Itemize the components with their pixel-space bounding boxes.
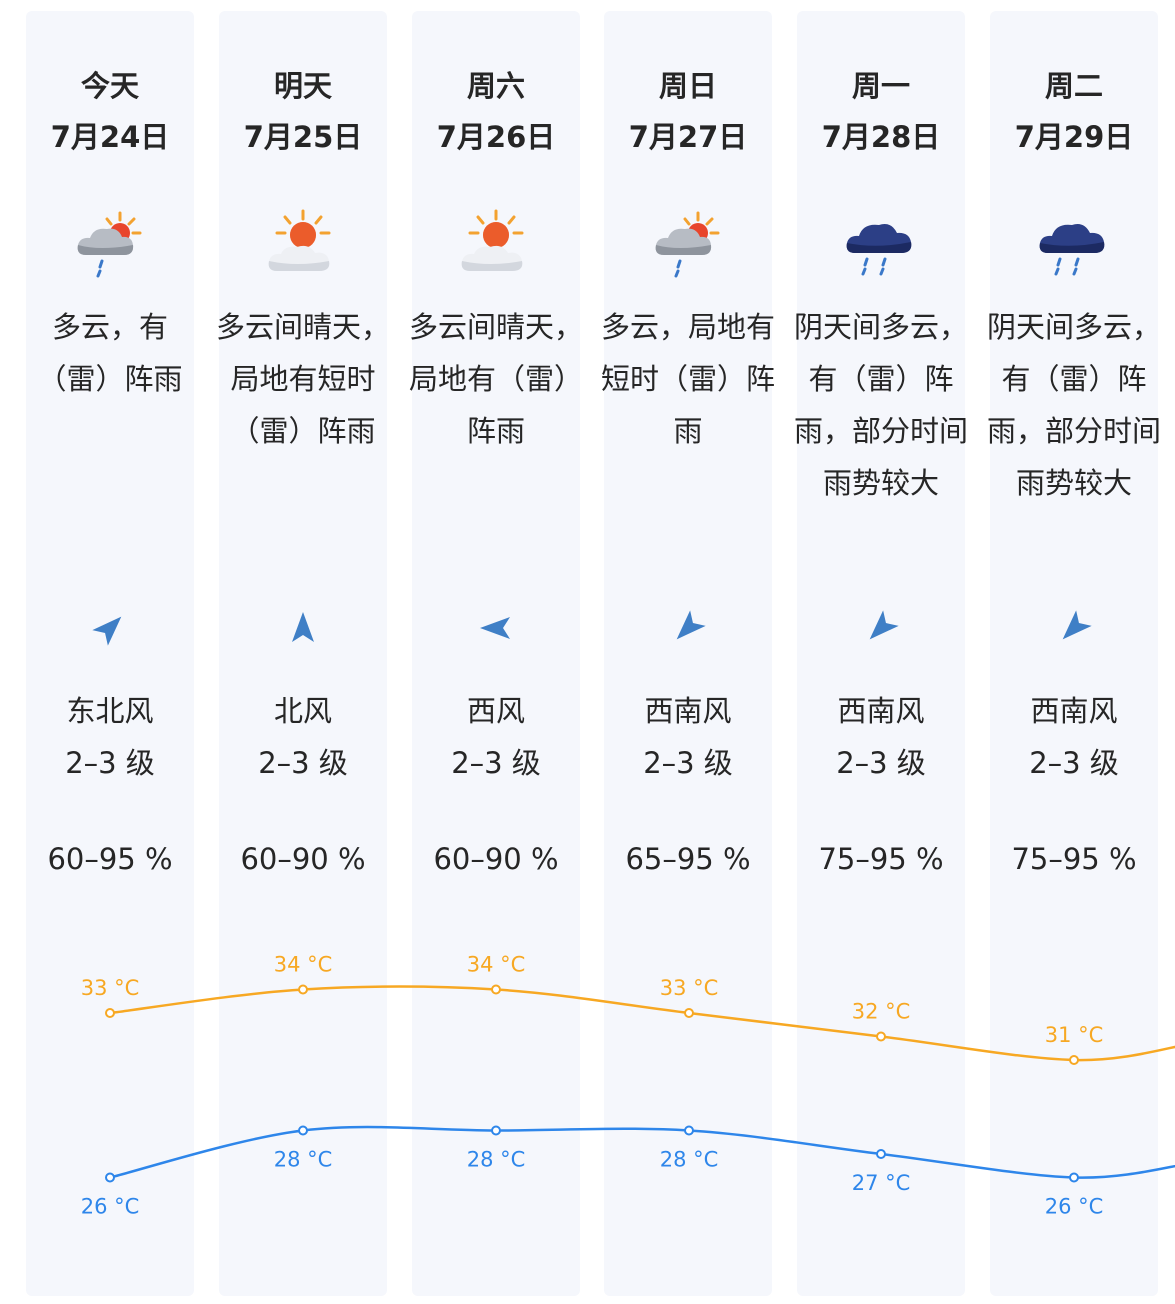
wind-level: 2–3 级: [643, 746, 733, 780]
day-date: 7月24日: [50, 120, 170, 154]
wind-direction-arrow-icon: [90, 608, 130, 648]
day-date: 7月27日: [628, 120, 748, 154]
wind-name: 西风: [466, 694, 525, 728]
humidity: 65–95 %: [625, 842, 751, 876]
day-column: 周日 7月27日多云，局地有短时（雷）阵雨西南风 2–3 级 65–95 %: [601, 11, 776, 1296]
day-name: 周六: [466, 69, 525, 103]
wind-level: 2–3 级: [1029, 746, 1119, 780]
wind-name: 东北风: [66, 694, 154, 728]
humidity: 60–90 %: [433, 842, 559, 876]
wind-level: 2–3 级: [836, 746, 926, 780]
wind-name: 西南风: [837, 694, 925, 728]
day-column: 周一 7月28日阴天间多云，有（雷）阵雨，部分时间雨势较大西南风 2–3 级 75–9…: [794, 11, 969, 1296]
wind-name: 西南风: [1030, 694, 1118, 728]
weather-description: 多云间晴天，局地有短时（雷）阵雨: [216, 310, 391, 448]
day-column: 明天 7月25日多云间晴天，局地有短时（雷）阵雨北风 2–3 级 60–90 %: [216, 11, 391, 1296]
wind-level: 2–3 级: [451, 746, 541, 780]
partly-cloudy-rain-icon: [648, 205, 728, 285]
heavy-rain-cloud-icon: [841, 205, 921, 285]
wind-direction-arrow-icon: [1054, 608, 1094, 648]
wind-name: 西南风: [644, 694, 732, 728]
weather-description: 阴天间多云，有（雷）阵雨，部分时间雨势较大: [987, 310, 1162, 500]
day-name: 今天: [80, 69, 139, 103]
weather-description: 多云，局地有短时（雷）阵雨: [601, 310, 776, 448]
wind-level: 2–3 级: [258, 746, 348, 780]
weather-description: 阴天间多云，有（雷）阵雨，部分时间雨势较大: [794, 310, 969, 500]
day-date: 7月28日: [821, 120, 941, 154]
day-name: 明天: [273, 69, 332, 103]
weather-description: 多云间晴天，局地有（雷）阵雨: [409, 310, 584, 448]
wind-name: 北风: [273, 694, 332, 728]
wind-direction-arrow-icon: [476, 608, 516, 648]
heavy-rain-cloud-icon: [1034, 205, 1114, 285]
day-name: 周一: [851, 69, 910, 103]
wind-level: 2–3 级: [65, 746, 155, 780]
day-name: 周日: [658, 69, 717, 103]
humidity: 60–95 %: [47, 842, 173, 876]
day-column: 今天 7月24日多云，有（雷）阵雨东北风 2–3 级 60–95 %: [26, 11, 194, 1296]
wind-direction-arrow-icon: [283, 608, 323, 648]
day-column: 周二 7月29日阴天间多云，有（雷）阵雨，部分时间雨势较大西南风 2–3 级 75–9…: [987, 11, 1162, 1296]
day-date: 7月25日: [243, 120, 363, 154]
wind-direction-arrow-icon: [861, 608, 901, 648]
day-column: 周六 7月26日多云间晴天，局地有（雷）阵雨西风 2–3 级 60–90 %: [409, 11, 584, 1296]
humidity: 75–95 %: [1011, 842, 1137, 876]
partly-cloudy-rain-icon: [70, 205, 150, 285]
day-date: 7月29日: [1014, 120, 1134, 154]
humidity: 60–90 %: [240, 842, 366, 876]
sun-behind-cloud-icon: [456, 205, 536, 285]
day-name: 周二: [1044, 69, 1103, 103]
sun-behind-cloud-icon: [263, 205, 343, 285]
wind-direction-arrow-icon: [668, 608, 708, 648]
humidity: 75–95 %: [818, 842, 944, 876]
weather-description: 多云，有（雷）阵雨: [37, 310, 183, 396]
day-date: 7月26日: [436, 120, 556, 154]
